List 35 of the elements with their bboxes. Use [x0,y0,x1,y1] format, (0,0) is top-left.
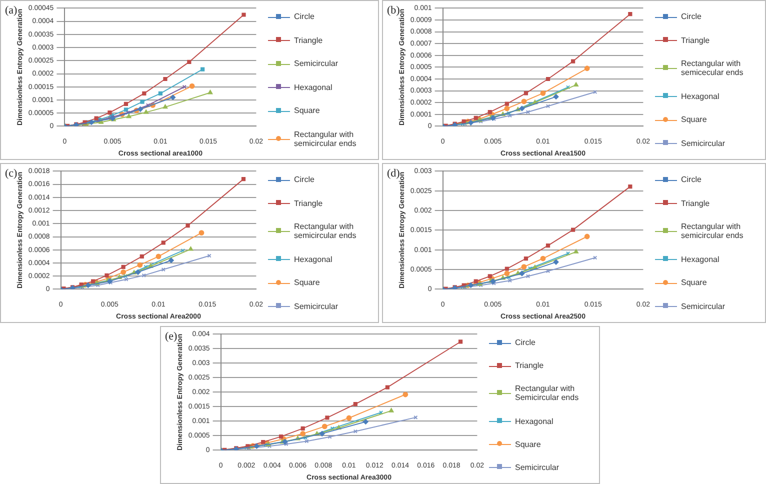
legend-label: Semicircular [681,302,726,311]
legend-label: Hexagonal [681,254,720,264]
legend-label: Circle [681,175,702,184]
legend-label: Circle [294,175,314,184]
text: (d) [387,167,400,180]
text: (c) [5,167,18,180]
legend-label: Rectangular with semicircular ends [294,130,358,148]
legend-label: Square [681,115,707,124]
legend-label: Square [294,106,320,116]
legend-label: Semicircular [515,462,560,472]
legend-label: Triangle [294,198,323,208]
legend-label: Square [515,440,541,449]
legend-label: Triangle [515,361,544,370]
legend-label: Triangle [294,36,323,45]
legend-label: Rectangular with semicircular ends [681,222,744,240]
text: (e) [165,330,178,342]
legend-label: Square [681,278,707,288]
legend-label: Hexagonal [294,254,332,264]
legend-label: Semicircular [681,138,726,148]
legend-label: Hexagonal [515,416,554,426]
legend-label: Rectangular with semicecular ends [681,59,744,78]
legend-label: Square [294,278,320,288]
legend-label: Hexagonal [294,82,332,92]
legend-label: Hexagonal [681,92,720,101]
legend-label: Triangle [681,36,710,45]
legend-label: Triangle [681,198,710,208]
legend-label: Circle [681,12,702,22]
legend-label: Rectangular with semicircular ends [294,222,358,240]
text: (a) [5,4,18,16]
legend-label: Semicircular [294,302,338,311]
legend-label: Circle [515,338,536,348]
text: (b) [387,4,400,16]
legend-label: Semicircular [294,59,338,68]
legend-label: Rectangular with Semicircular ends [515,384,580,402]
legend-label: Circle [294,12,314,22]
